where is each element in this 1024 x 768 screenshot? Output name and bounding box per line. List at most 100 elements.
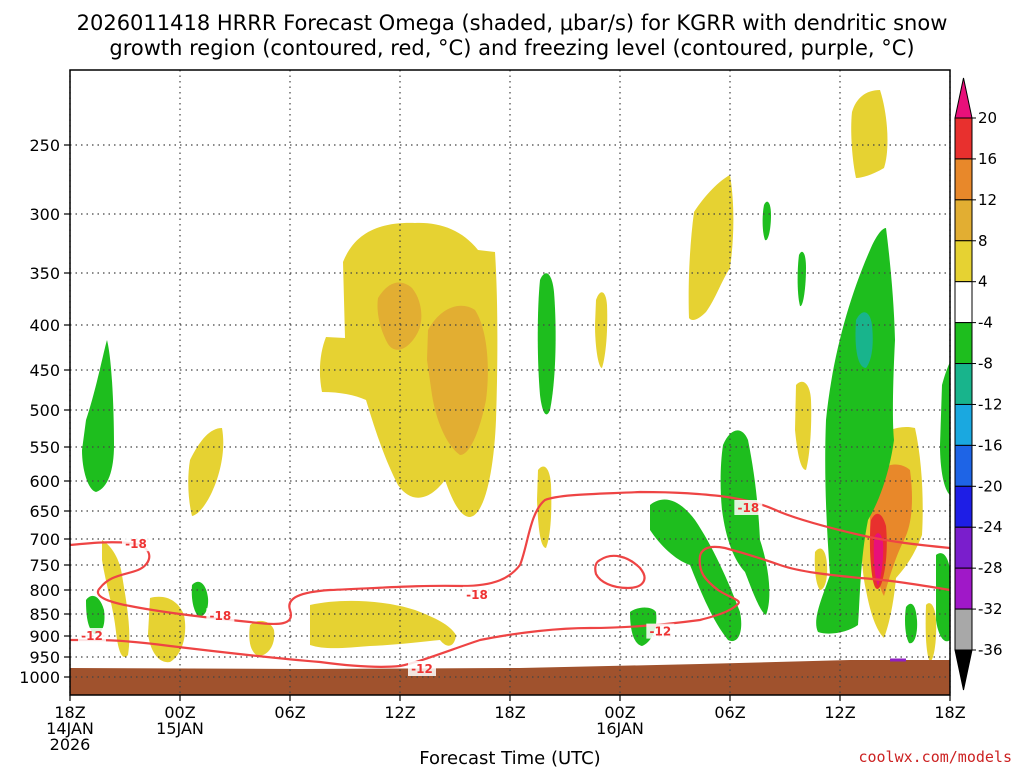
y-tick-label: 800 <box>29 581 60 600</box>
colorbar-swatch <box>954 526 973 569</box>
contour-label-bg <box>646 623 675 639</box>
omega-negative-region-8 <box>86 595 105 635</box>
omega-negative-region-1 <box>82 340 114 492</box>
chart-title-line-1: 2026011418 HRRR Forecast Omega (shaded, … <box>77 11 948 35</box>
contour-label-bg <box>408 661 436 676</box>
omega-negative-region-3 <box>650 499 742 642</box>
contour-label: -12 <box>649 625 671 639</box>
colorbar-swatch <box>954 485 973 528</box>
colorbar-label: 20 <box>978 109 997 127</box>
omega-positive-region-2 <box>688 175 734 320</box>
omega-positive-region-9 <box>249 620 275 656</box>
y-tick-label: 550 <box>29 438 60 457</box>
x-tick-label: 16JAN <box>596 719 644 738</box>
omega-positive-region-10 <box>537 466 552 548</box>
colorbar-swatch <box>954 240 973 283</box>
colorbar-swatch <box>954 117 973 160</box>
contour-label-bg <box>206 608 235 624</box>
colorbar-label: 8 <box>978 232 988 250</box>
omega-positive-region-8 <box>188 428 224 516</box>
y-tick-label: 650 <box>29 502 60 521</box>
y-tick-label: 600 <box>29 472 60 491</box>
colorbar-label: -12 <box>978 395 1003 413</box>
omega-positive-region-11 <box>595 292 608 368</box>
colorbar-label: 16 <box>978 150 997 168</box>
colorbar-swatch <box>954 444 973 487</box>
omega-positive-region-5 <box>310 600 456 649</box>
omega-negative-core-5 <box>855 312 873 368</box>
omega-positive-core-1 <box>377 282 422 350</box>
colorbar: 20 16 12 8 4 -4 -8 -12 -16 -20 -24 -28 -32 -36 <box>954 77 1003 691</box>
omega-positive-region-12 <box>795 381 812 470</box>
contour-label-bg <box>122 536 150 552</box>
omega-negative-region-12 <box>762 201 771 241</box>
contour-label: -12 <box>81 629 103 643</box>
colorbar-top-arrow <box>954 77 973 119</box>
omega-positive-region-6 <box>102 540 130 658</box>
x-tick-label: 14JAN <box>46 719 94 738</box>
colorbar-label: -24 <box>978 518 1003 536</box>
y-tick-label: 400 <box>29 316 60 335</box>
y-tick-label: 1000 <box>19 668 60 687</box>
colorbar-swatch <box>954 158 973 201</box>
x-tick-label: 12Z <box>384 703 415 722</box>
colorbar-label: -36 <box>978 641 1003 659</box>
dgz-contour-minus18-loop <box>594 554 646 590</box>
colorbar-swatch <box>954 403 973 446</box>
contour-label-bg <box>463 586 491 602</box>
omega-negative-region-9 <box>191 581 209 617</box>
y-tick-label: 450 <box>29 361 60 380</box>
colorbar-swatch <box>954 567 973 610</box>
colorbar-label: 12 <box>978 191 997 209</box>
x-tick-label: 18Z <box>934 703 965 722</box>
contour-label: -12 <box>411 662 433 676</box>
y-tick-label: 250 <box>29 136 60 155</box>
x-axis-label: Forecast Time (UTC) <box>419 748 600 768</box>
omega-negative-region-7 <box>940 362 950 495</box>
colorbar-swatch <box>954 322 973 365</box>
contour-label: -18 <box>466 588 488 602</box>
omega-negative-region-5 <box>816 228 895 634</box>
colorbar-bottom-arrow <box>954 649 973 691</box>
colorbar-label: -32 <box>978 600 1003 618</box>
colorbar-label: -8 <box>978 355 993 373</box>
x-tick-label: 12Z <box>824 703 855 722</box>
y-tick-label: 950 <box>29 648 60 667</box>
contour-label: -18 <box>209 609 231 623</box>
x-tick-label: 00Z <box>164 703 195 722</box>
plot-area: -18 -18 -18 -18 -12 -12 -12 <box>69 69 951 696</box>
omega-positive-region-14 <box>925 603 937 662</box>
y-tick-label: 750 <box>29 556 60 575</box>
omega-negative-region-4 <box>720 430 770 615</box>
omega-shading <box>82 90 950 663</box>
y-tick-label: 900 <box>29 627 60 646</box>
colorbar-label: -4 <box>978 314 993 332</box>
colorbar-label: 4 <box>978 273 988 291</box>
colorbar-swatch <box>954 281 973 324</box>
y-tick-label: 700 <box>29 530 60 549</box>
y-tick-label: 500 <box>29 401 60 420</box>
colorbar-label: -28 <box>978 559 1003 577</box>
colorbar-swatch <box>954 363 973 405</box>
x-tick-label: 2026 <box>50 735 91 754</box>
contour-label-bg <box>734 500 763 515</box>
contour-label-bg <box>78 628 106 643</box>
contour-label: -18 <box>737 501 759 515</box>
x-tick-label: 00Z <box>604 703 635 722</box>
omega-positive-core-2 <box>427 305 488 455</box>
omega-positive-region-3 <box>851 90 888 178</box>
y-axis-ticks: 250 300 350 400 450 500 550 600 650 700 750 800 850 9… <box>19 136 70 687</box>
omega-positive-region-7 <box>148 596 186 663</box>
omega-positive-core-6 <box>873 533 884 586</box>
omega-negative-region-6 <box>936 553 950 642</box>
credit-text: coolwx.com/models <box>858 748 1012 766</box>
contour-label: -18 <box>125 537 147 551</box>
omega-negative-region-11 <box>905 603 918 644</box>
omega-negative-region-13 <box>797 251 806 307</box>
dgz-contour-minus18-top <box>69 490 951 626</box>
x-tick-label: 18Z <box>54 703 85 722</box>
y-tick-label: 850 <box>29 605 60 624</box>
omega-negative-region-2 <box>537 273 556 415</box>
